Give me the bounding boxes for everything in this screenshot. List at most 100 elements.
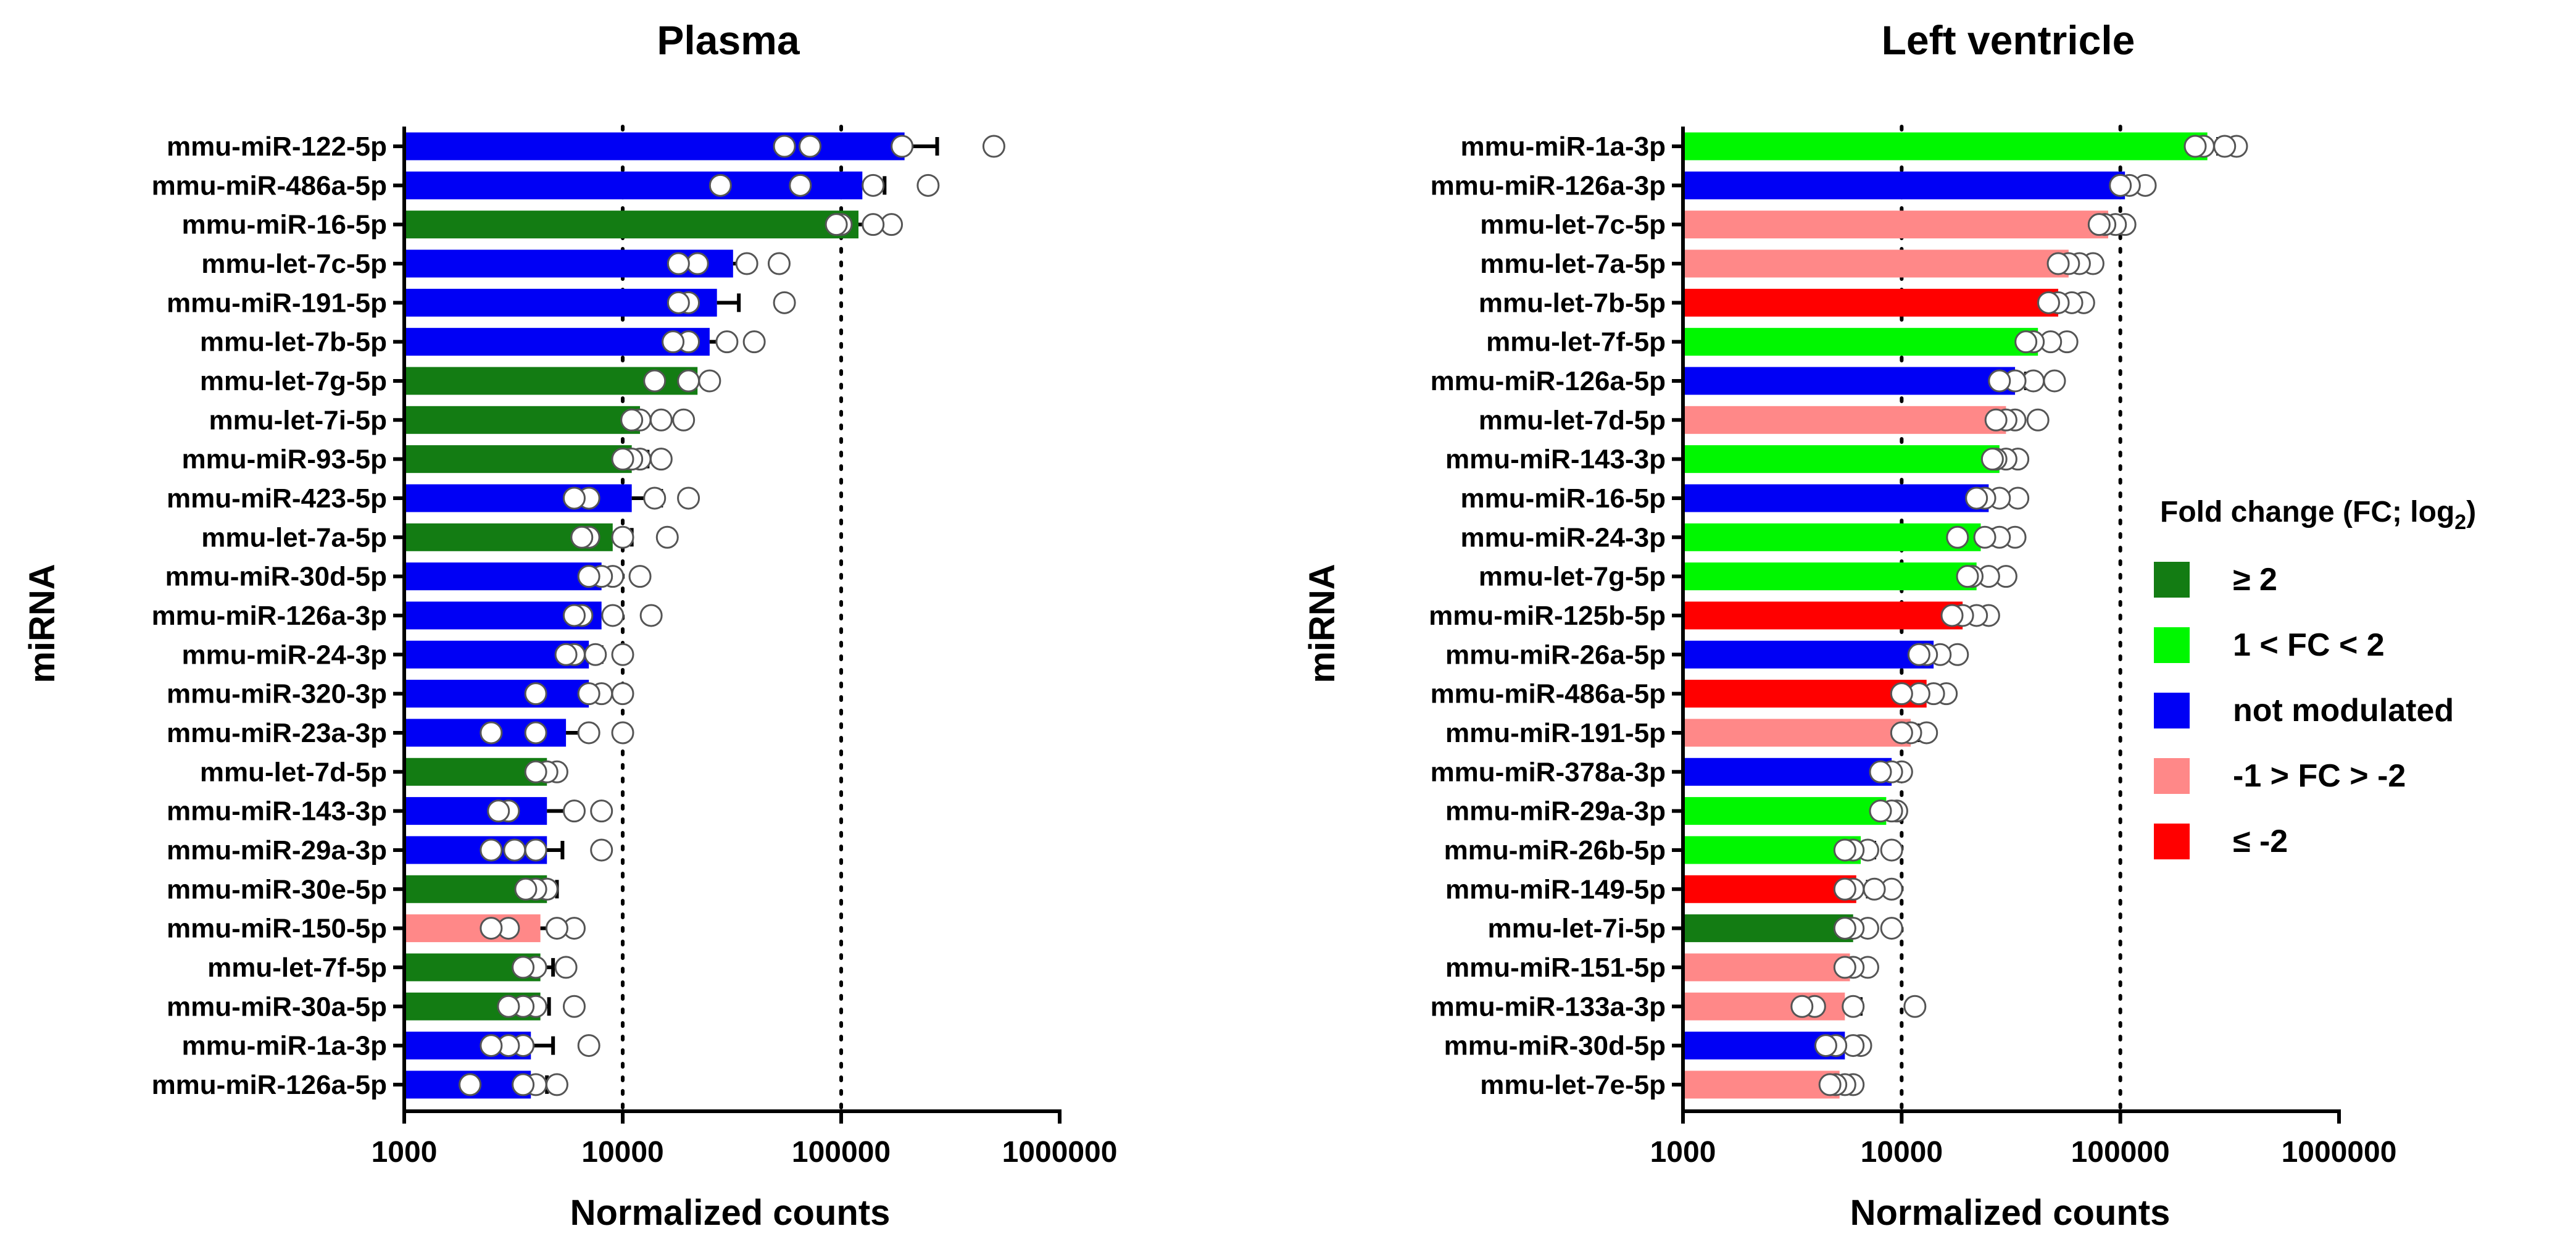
legend-swatch: [2154, 627, 2190, 663]
plasma-data-point: [562, 799, 586, 823]
left-ventricle-data-point: [1890, 682, 1913, 706]
plasma-data-point: [480, 838, 503, 862]
left-ventricle-data-point: [2087, 213, 2111, 236]
left-ventricle-data-point: [1863, 877, 1886, 901]
plasma-x-tick-label: 1000: [372, 1136, 438, 1169]
plasma-category-label: mmu-miR-1a-3p: [182, 1031, 388, 1061]
plasma-data-point: [562, 995, 586, 1018]
plasma-data-point: [677, 486, 700, 510]
left-ventricle-category-label: mmu-miR-29a-3p: [1445, 796, 1666, 827]
plasma-category-label: mmu-let-7c-5p: [201, 249, 387, 279]
plasma-data-point: [577, 682, 600, 706]
left-ventricle-data-point: [1880, 838, 1903, 862]
plasma-bar: [404, 757, 547, 786]
plasma-category-label: mmu-miR-23a-3p: [167, 718, 387, 748]
left-ventricle-category-label: mmu-let-7d-5p: [1479, 405, 1666, 435]
plasma-data-point: [789, 173, 812, 197]
legend-swatch: [2154, 562, 2190, 598]
left-ventricle-category-label: mmu-let-7i-5p: [1488, 914, 1666, 944]
plasma-category-label: mmu-miR-30a-5p: [167, 991, 387, 1022]
plasma-data-point: [773, 291, 796, 314]
plasma-data-point: [577, 1034, 600, 1058]
plasma-data-point: [570, 525, 594, 549]
legend-label: ≤ -2: [2233, 824, 2288, 859]
plasma-data-point: [480, 1034, 503, 1058]
plasma-category-label: mmu-miR-126a-5p: [152, 1070, 387, 1100]
left-ventricle-data-point: [2043, 369, 2066, 393]
plasma-data-point: [524, 682, 547, 706]
left-ventricle-bar: [1683, 406, 2006, 434]
plasma-data-point: [628, 565, 652, 588]
left-ventricle-axes: [1672, 127, 2341, 1124]
plasma-data-point: [649, 408, 673, 432]
plasma-data-point: [767, 252, 791, 275]
plasma-category-label: mmu-miR-486a-5p: [152, 170, 387, 201]
left-ventricle-category-label: mmu-let-7a-5p: [1480, 249, 1666, 279]
left-ventricle-bar: [1683, 1070, 1840, 1099]
plasma-data-point: [798, 135, 821, 158]
left-ventricle-data-point: [1946, 525, 1969, 549]
left-ventricle-category-label: mmu-miR-486a-5p: [1431, 679, 1666, 709]
plasma-data-point: [545, 917, 568, 940]
plasma-category-label: mmu-miR-122-5p: [167, 131, 387, 162]
legend-label: -1 > FC > -2: [2233, 758, 2406, 794]
left-ventricle-data-point: [1880, 917, 1903, 940]
left-ventricle-bar: [1683, 836, 1861, 864]
left-ventricle-bar: [1683, 719, 1911, 747]
left-ventricle-bar: [1683, 601, 1963, 630]
legend-title: Fold change (FC; log2): [2160, 496, 2476, 534]
plasma-data-point: [459, 1073, 482, 1096]
plasma-category-label: mmu-let-7b-5p: [200, 327, 387, 357]
left-ventricle-bar: [1683, 288, 2059, 317]
left-ventricle-bar: [1683, 249, 2069, 278]
left-ventricle-bar: [1683, 680, 1927, 708]
plasma-data-point: [715, 330, 739, 354]
left-ventricle-category-label: mmu-miR-133a-3p: [1431, 991, 1666, 1022]
plasma-data-point: [862, 213, 885, 236]
plasma-data-point: [611, 721, 634, 745]
plasma-category-label: mmu-miR-423-5p: [167, 483, 387, 514]
plasma-data-point: [982, 135, 1005, 158]
left-ventricle-x-tick-label: 10000: [1861, 1136, 1943, 1169]
plasma-data-point: [773, 135, 796, 158]
left-ventricle-category-label: mmu-miR-26b-5p: [1444, 835, 1666, 866]
left-ventricle-bar: [1683, 562, 1977, 591]
left-ventricle-x-tick-label: 100000: [2071, 1136, 2170, 1169]
plasma-category-label: mmu-let-7g-5p: [200, 366, 387, 396]
left-ventricle-bar: [1683, 367, 2016, 395]
plasma-category-label: mmu-miR-143-3p: [167, 796, 387, 827]
plasma-category-label: mmu-miR-29a-3p: [167, 835, 387, 866]
plasma-bar: [404, 797, 547, 825]
plasma-error-bar: [531, 1036, 555, 1055]
left-ventricle-data-point: [1940, 604, 1964, 627]
plasma-chart-title: Plasma: [657, 17, 800, 63]
plasma-data-point: [562, 604, 586, 627]
left-ventricle-category-label: mmu-let-7c-5p: [1480, 210, 1666, 240]
left-ventricle-data-point: [1833, 877, 1856, 901]
left-ventricle-data-point: [1790, 995, 1814, 1018]
plasma-bar: [404, 288, 717, 317]
left-ventricle-data-point: [1869, 799, 1892, 823]
left-ventricle-data-point: [1907, 643, 1930, 666]
plasma-data-point: [667, 291, 690, 314]
plasma-data-point: [639, 604, 663, 627]
plasma-data-point: [686, 252, 709, 275]
left-ventricle-data-point: [1980, 448, 2004, 471]
left-ventricle-data-point: [2026, 408, 2050, 432]
left-ventricle-data-point: [1814, 1034, 1837, 1058]
left-ventricle-data-point: [1984, 408, 2008, 432]
plasma-category-label: mmu-miR-16-5p: [182, 210, 388, 240]
left-ventricle-data-point: [1842, 995, 1865, 1018]
left-ventricle-bar: [1683, 132, 2208, 161]
left-ventricle-data-point: [1818, 1073, 1842, 1096]
left-ventricle-bar: [1683, 328, 2038, 356]
plasma-data-point: [611, 682, 634, 706]
plasma-data-point: [577, 721, 600, 745]
legend-swatch: [2154, 824, 2190, 859]
left-ventricle-category-label: mmu-miR-30d-5p: [1444, 1031, 1666, 1061]
plasma-data-point: [620, 408, 644, 432]
left-ventricle-bar: [1683, 914, 1853, 943]
plasma-points: [459, 135, 1005, 1096]
left-ventricle-category-label: mmu-let-7e-5p: [1480, 1070, 1666, 1100]
left-ventricle-category-label: mmu-miR-26a-5p: [1445, 640, 1666, 670]
